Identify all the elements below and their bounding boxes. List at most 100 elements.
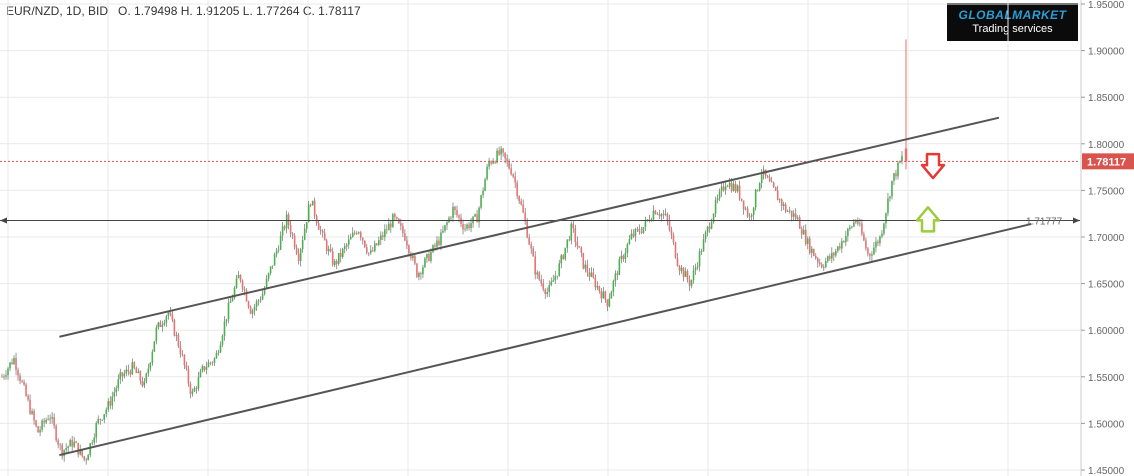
candle-body xyxy=(837,246,839,251)
candle-body xyxy=(622,255,625,260)
candle-body xyxy=(231,297,234,302)
candle-body xyxy=(37,426,39,433)
candle-body xyxy=(406,240,408,246)
candle-body xyxy=(678,266,681,271)
candle-body xyxy=(550,281,553,286)
candle-body xyxy=(239,274,242,281)
candle-body xyxy=(119,372,122,380)
candle-body xyxy=(323,232,326,241)
candle-body xyxy=(754,189,757,208)
candle-body xyxy=(716,198,719,201)
candle-body xyxy=(412,255,414,259)
level-arrow-left xyxy=(0,217,7,224)
candle-body xyxy=(93,437,96,443)
candle-body xyxy=(750,215,753,217)
candle-body xyxy=(111,396,114,406)
candle-body xyxy=(279,235,282,250)
brand-logo: GLOBALMARKET Trading services xyxy=(947,3,1078,41)
candle-body xyxy=(149,362,152,369)
candle-body xyxy=(744,208,747,210)
candle-body xyxy=(47,419,49,420)
candle-body xyxy=(778,199,781,201)
channel-upper-line xyxy=(59,116,1000,338)
candle-body xyxy=(331,251,334,265)
candle-body xyxy=(815,255,817,259)
candle-body xyxy=(359,232,362,238)
candle-body xyxy=(171,314,174,320)
candle-body xyxy=(237,274,240,279)
candle-body xyxy=(177,334,180,347)
candle-body xyxy=(394,214,396,218)
candle-body xyxy=(317,223,320,230)
candle-body xyxy=(466,224,468,229)
candle-body xyxy=(780,199,783,206)
candle-body xyxy=(462,223,464,230)
candle-body xyxy=(293,235,296,248)
candle-body xyxy=(478,207,480,223)
candle-body xyxy=(544,289,547,294)
candle-body xyxy=(269,266,272,274)
candle-body xyxy=(869,253,871,256)
candle-body xyxy=(568,239,571,241)
level-arrow-right xyxy=(1073,217,1080,224)
candle-body xyxy=(604,291,607,300)
candle-body xyxy=(57,440,59,445)
candle-body xyxy=(680,267,683,271)
candle-body xyxy=(710,222,713,229)
y-tick-label: 1.95000 xyxy=(1088,0,1125,11)
candle-body xyxy=(760,174,763,184)
candle-body xyxy=(249,307,252,314)
candle-body xyxy=(255,301,258,307)
candle-body xyxy=(251,310,254,314)
candle-body xyxy=(746,208,749,217)
candle-body xyxy=(7,368,9,376)
candle-body xyxy=(586,264,589,273)
candle-body xyxy=(79,449,81,455)
candle-body xyxy=(357,232,360,234)
candle-body xyxy=(804,229,807,244)
candle-body xyxy=(490,161,492,164)
candle-body xyxy=(376,243,378,245)
candle-body xyxy=(183,354,186,366)
candle-body xyxy=(770,181,773,183)
candle-body xyxy=(756,189,759,191)
candle-body xyxy=(31,411,33,414)
candle-body xyxy=(151,351,154,363)
candle-body xyxy=(726,186,729,188)
candle-body xyxy=(658,214,661,217)
candle-body xyxy=(109,401,112,406)
candle-body xyxy=(245,290,248,302)
candle-body xyxy=(223,321,226,336)
candle-body xyxy=(388,223,390,231)
candle-body xyxy=(813,248,815,256)
candle-body xyxy=(817,258,819,263)
candle-body xyxy=(335,260,338,264)
candle-body xyxy=(620,255,623,260)
candle-body xyxy=(452,206,454,218)
price-axis: 1.95000 1.90000 1.85000 1.80000 1.75000 1.700… xyxy=(1080,0,1134,476)
candle-body xyxy=(722,186,725,191)
candle-body xyxy=(630,233,633,240)
candle-body xyxy=(833,252,835,256)
candle-body xyxy=(127,369,130,372)
candle-body xyxy=(313,200,316,216)
candle-body xyxy=(55,425,57,441)
candle-body xyxy=(59,444,61,446)
candle-body xyxy=(863,234,865,241)
candle-body xyxy=(370,250,372,253)
candle-body xyxy=(390,223,392,228)
candle-body xyxy=(748,216,751,218)
candle-body xyxy=(53,417,55,426)
candle-body xyxy=(877,241,879,244)
candle-body xyxy=(420,273,422,275)
candle-body xyxy=(524,212,526,222)
candle-body xyxy=(167,312,170,317)
candle-body xyxy=(129,371,132,375)
candle-body xyxy=(879,236,881,244)
candle-body xyxy=(608,298,611,307)
candle-body xyxy=(456,210,458,216)
candle-body xyxy=(768,177,771,182)
candle-body xyxy=(372,250,374,252)
candle-body xyxy=(841,241,843,249)
